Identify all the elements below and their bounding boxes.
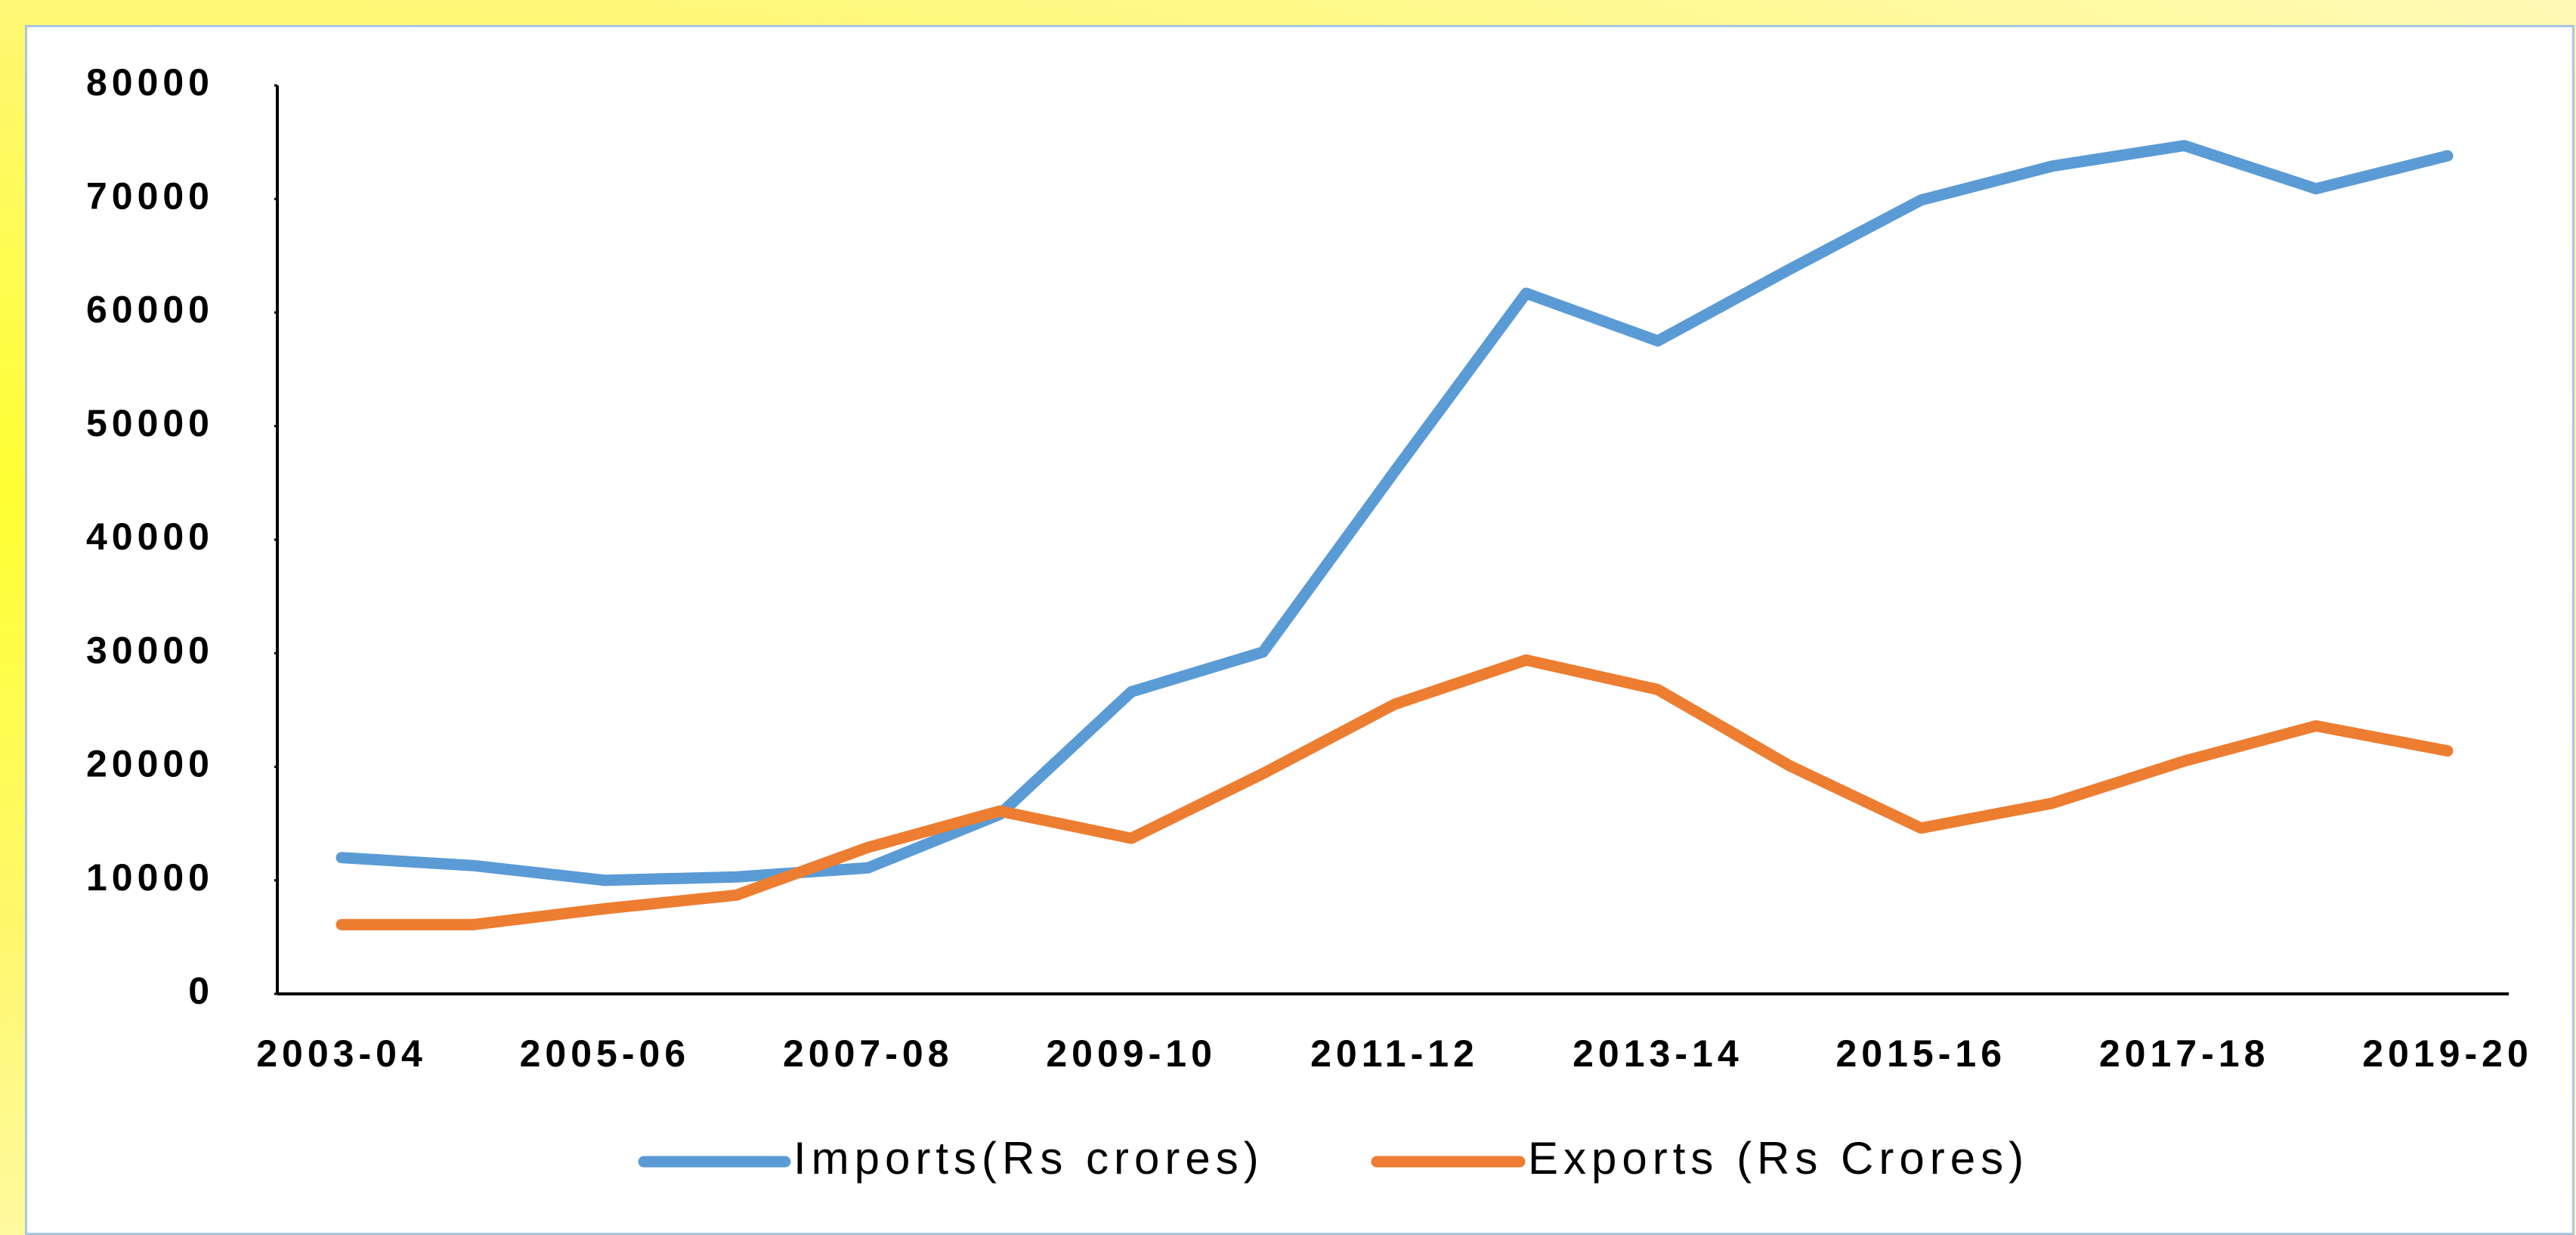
x-tick-label: 2015-16 (1836, 1032, 2007, 1075)
x-tick-label: 2017-18 (2099, 1032, 2270, 1075)
series-line (336, 140, 2454, 887)
x-tick-label: 2007-08 (783, 1032, 954, 1075)
y-tick-label: 0 (188, 970, 214, 1012)
y-tick-label: 40000 (86, 515, 214, 558)
series-line (336, 654, 2454, 930)
y-tick-label: 30000 (86, 629, 214, 671)
legend-label: Imports(Rs crores) (793, 1133, 1264, 1184)
x-tick-label: 2009-10 (1046, 1032, 1217, 1075)
y-tick-label: 50000 (86, 402, 214, 444)
x-tick-label: 2013-14 (1573, 1032, 1743, 1075)
x-tick-label: 2019-20 (2362, 1032, 2533, 1075)
legend-label: Exports (Rs Crores) (1528, 1133, 2029, 1184)
chart-panel (25, 25, 2574, 1235)
y-tick-label: 10000 (86, 856, 214, 899)
x-tick-label: 2011-12 (1310, 1032, 1479, 1075)
y-tick-label: 80000 (86, 61, 214, 104)
y-tick-label: 70000 (86, 175, 214, 217)
y-tick-label: 60000 (86, 289, 214, 331)
x-tick-label: 2005-06 (520, 1032, 691, 1075)
y-tick-label: 20000 (86, 743, 214, 785)
x-tick-label: 2003-04 (256, 1032, 427, 1075)
